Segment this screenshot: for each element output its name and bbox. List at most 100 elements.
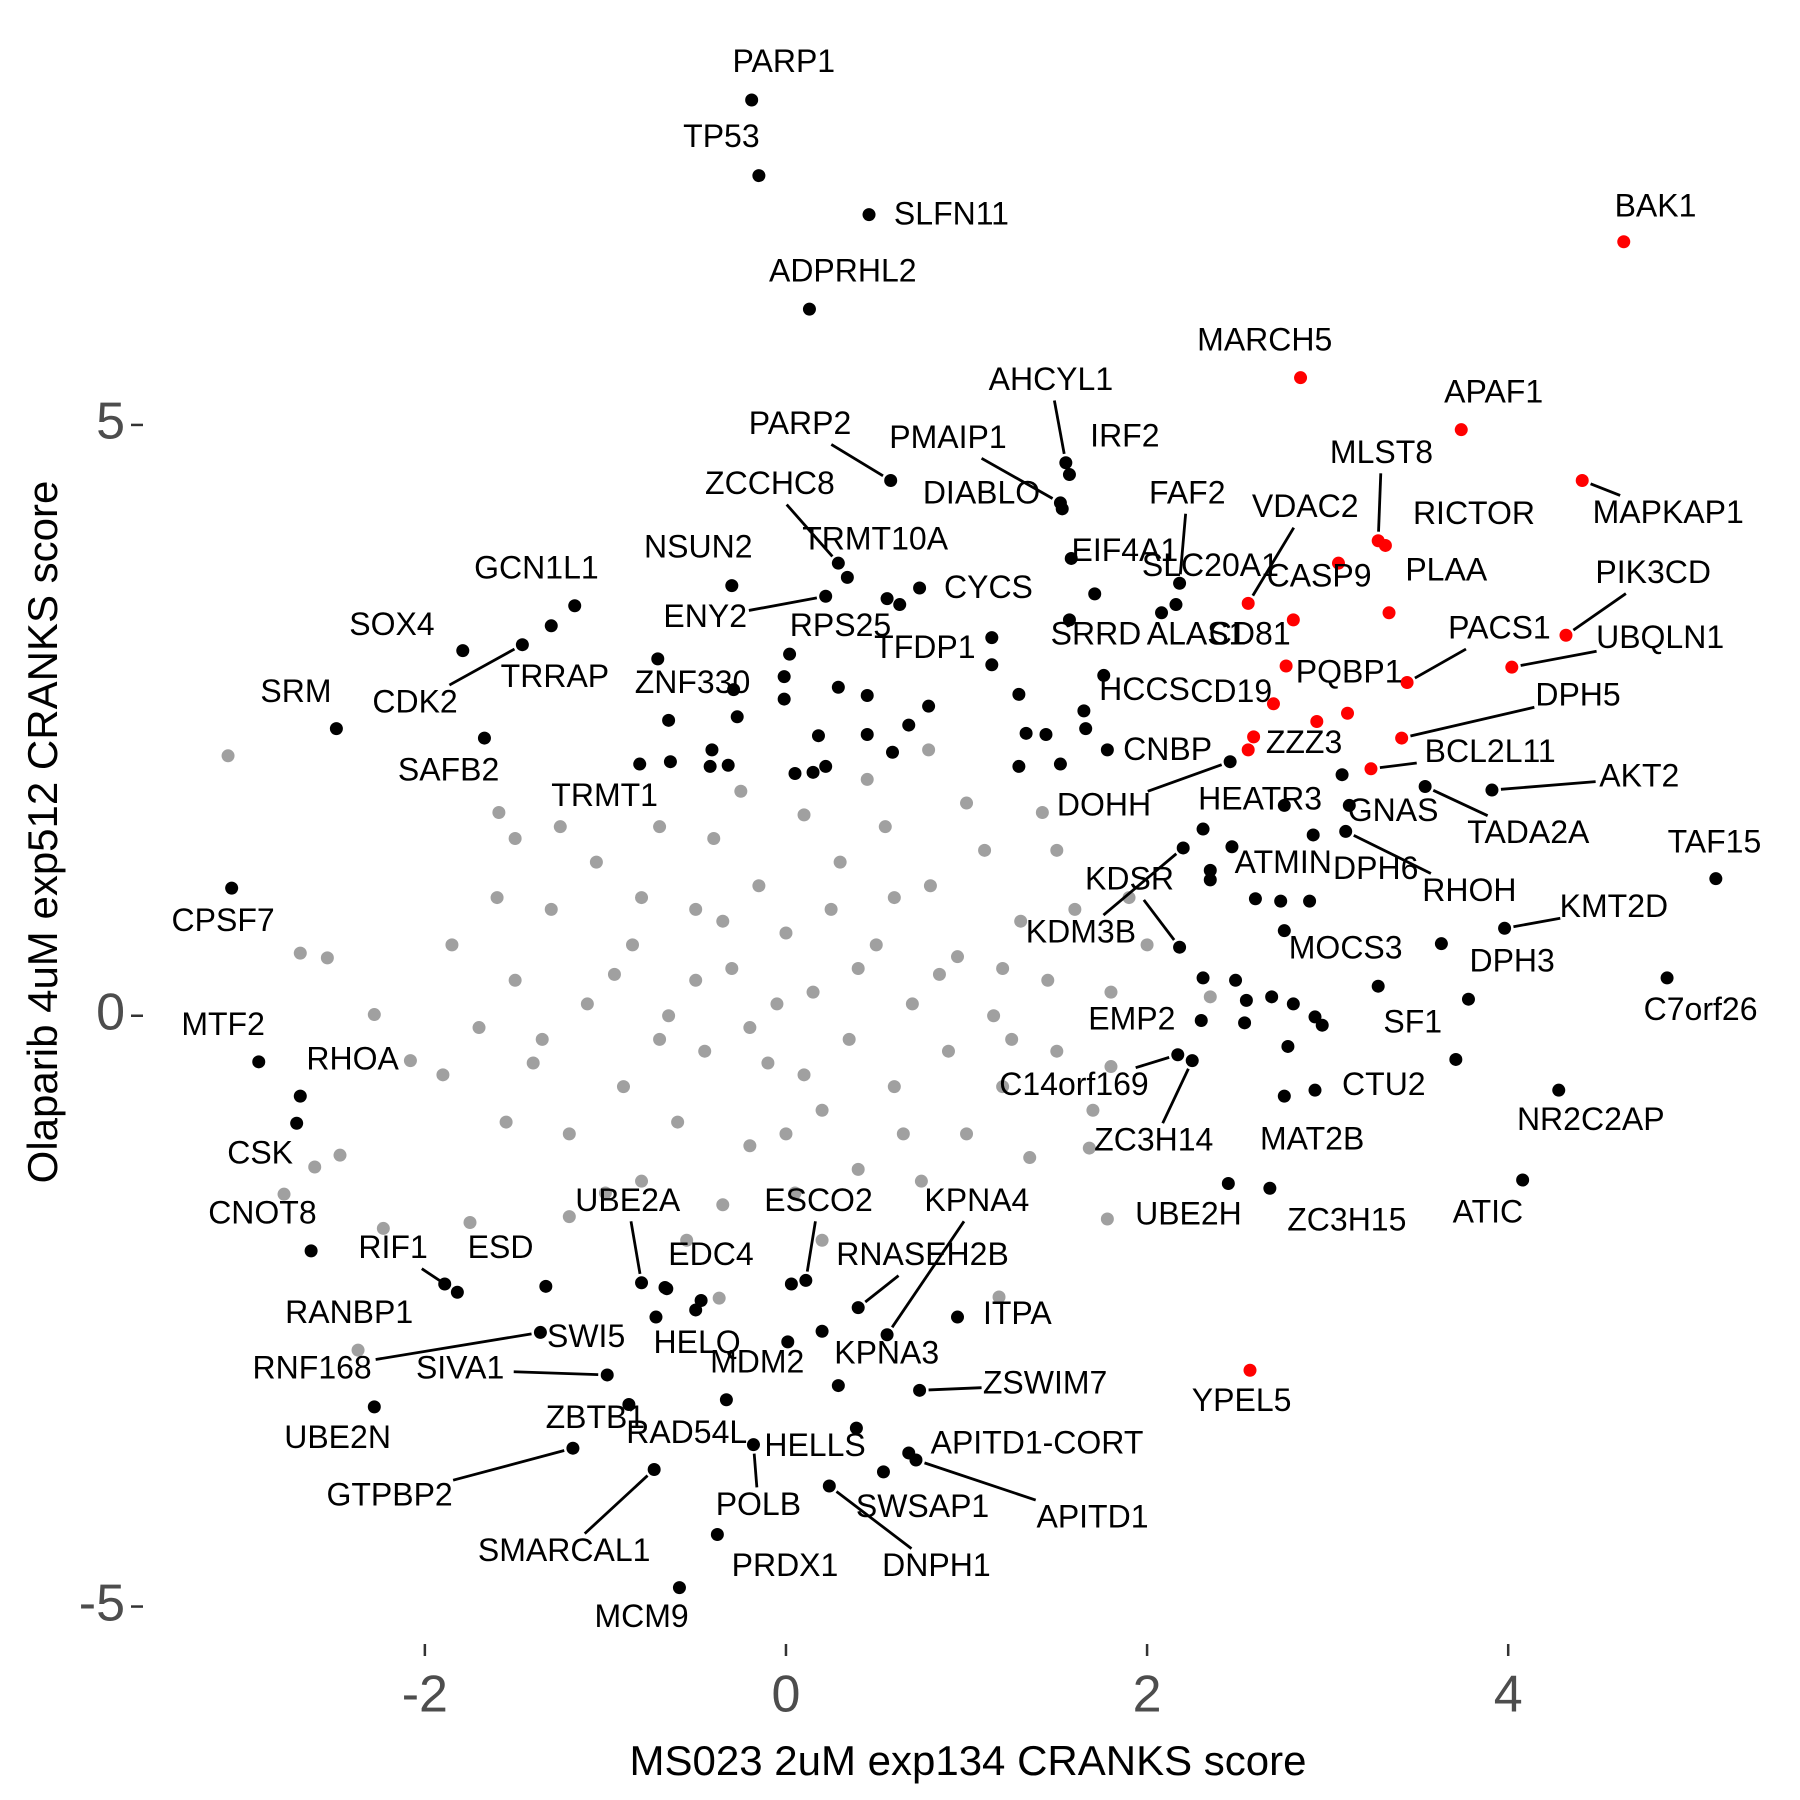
point bbox=[1660, 971, 1674, 985]
point bbox=[851, 1162, 865, 1176]
point bbox=[653, 1032, 667, 1046]
leader-line bbox=[513, 1370, 599, 1377]
point-label: CNOT8 bbox=[208, 1194, 316, 1230]
point bbox=[1173, 576, 1187, 590]
leader-line bbox=[1500, 780, 1596, 791]
point bbox=[1050, 843, 1064, 857]
point-label: SAFB2 bbox=[398, 752, 499, 788]
point bbox=[304, 1244, 318, 1258]
point bbox=[653, 820, 667, 834]
point-label: ZC3H15 bbox=[1287, 1201, 1406, 1237]
point bbox=[1068, 902, 1082, 916]
point bbox=[1176, 841, 1190, 855]
point bbox=[833, 855, 847, 869]
point bbox=[539, 1279, 553, 1293]
point bbox=[1196, 971, 1210, 985]
point bbox=[860, 689, 874, 703]
point-label: CDK2 bbox=[372, 683, 457, 719]
point bbox=[960, 796, 974, 810]
point bbox=[887, 891, 901, 905]
point-label: ZSWIM7 bbox=[983, 1364, 1107, 1400]
point bbox=[1241, 743, 1255, 757]
point-label: TAF15 bbox=[1668, 823, 1762, 859]
point bbox=[914, 1174, 928, 1188]
leader-line bbox=[1520, 649, 1597, 667]
point bbox=[600, 1368, 614, 1382]
point bbox=[589, 855, 603, 869]
point bbox=[884, 473, 898, 487]
point bbox=[831, 680, 845, 694]
leader-line bbox=[1572, 592, 1627, 632]
point-label: SLC20A1 bbox=[1142, 547, 1279, 583]
point bbox=[806, 765, 820, 779]
point-label: MLST8 bbox=[1330, 434, 1433, 470]
point bbox=[987, 1009, 1001, 1023]
point-label: MTF2 bbox=[181, 1006, 265, 1042]
point-label: MDM2 bbox=[710, 1344, 804, 1380]
point bbox=[1104, 1060, 1118, 1074]
point bbox=[1371, 979, 1385, 993]
point-label: KPNA3 bbox=[834, 1334, 939, 1370]
point bbox=[752, 879, 766, 893]
x-tick-label: -2 bbox=[402, 1666, 448, 1724]
point bbox=[635, 1174, 649, 1188]
point bbox=[1265, 990, 1279, 1004]
leader-line bbox=[1178, 513, 1188, 575]
leader-line bbox=[748, 596, 818, 612]
point bbox=[783, 647, 797, 661]
point bbox=[951, 950, 964, 964]
point bbox=[788, 767, 802, 781]
point bbox=[1342, 798, 1356, 812]
point-label: ZCCHC8 bbox=[705, 465, 835, 501]
point-label: SIVA1 bbox=[416, 1349, 504, 1385]
point bbox=[333, 1148, 347, 1162]
point-label: SLFN11 bbox=[894, 196, 1009, 232]
point bbox=[1266, 697, 1280, 711]
point-label: CTU2 bbox=[1342, 1066, 1426, 1102]
point bbox=[1277, 1089, 1291, 1103]
point bbox=[1225, 840, 1239, 854]
point bbox=[456, 644, 470, 658]
point-label: RHOH bbox=[1422, 872, 1516, 908]
point bbox=[1203, 990, 1217, 1004]
point bbox=[880, 1328, 894, 1342]
point bbox=[553, 820, 567, 834]
point bbox=[1062, 613, 1076, 627]
point bbox=[1552, 1083, 1566, 1097]
point bbox=[831, 1379, 845, 1393]
point-label: UBE2N bbox=[284, 1419, 391, 1455]
point bbox=[707, 832, 721, 845]
point-label: RPS25 bbox=[790, 607, 891, 643]
leader-line bbox=[1414, 647, 1467, 680]
point-label: GCN1L1 bbox=[474, 549, 599, 585]
point bbox=[797, 808, 811, 822]
x-tick-label: 4 bbox=[1494, 1666, 1523, 1724]
point-label: GNAS bbox=[1348, 792, 1439, 828]
point bbox=[490, 891, 504, 905]
point-label: ESCO2 bbox=[764, 1182, 872, 1218]
point bbox=[1023, 1151, 1037, 1165]
point-label: PACS1 bbox=[1448, 610, 1551, 646]
point bbox=[1194, 1013, 1208, 1027]
point bbox=[777, 692, 791, 706]
point bbox=[1104, 985, 1118, 999]
point bbox=[869, 938, 883, 952]
point-label: PRDX1 bbox=[732, 1547, 839, 1583]
point bbox=[1286, 997, 1300, 1011]
point bbox=[680, 1233, 694, 1247]
point bbox=[1012, 759, 1026, 773]
point bbox=[293, 946, 307, 960]
point bbox=[1077, 704, 1091, 718]
point-label: PLAA bbox=[1405, 552, 1487, 588]
point-label: PIK3CD bbox=[1595, 554, 1711, 590]
point-label: PQBP1 bbox=[1296, 653, 1403, 689]
point bbox=[806, 985, 820, 999]
point-label: ZZZ3 bbox=[1266, 724, 1342, 760]
point bbox=[985, 631, 999, 645]
point bbox=[1485, 783, 1499, 797]
point bbox=[499, 1115, 513, 1129]
x-tick-label: 2 bbox=[1133, 1666, 1162, 1724]
point-label: DNPH1 bbox=[882, 1547, 990, 1583]
point bbox=[308, 1160, 322, 1174]
